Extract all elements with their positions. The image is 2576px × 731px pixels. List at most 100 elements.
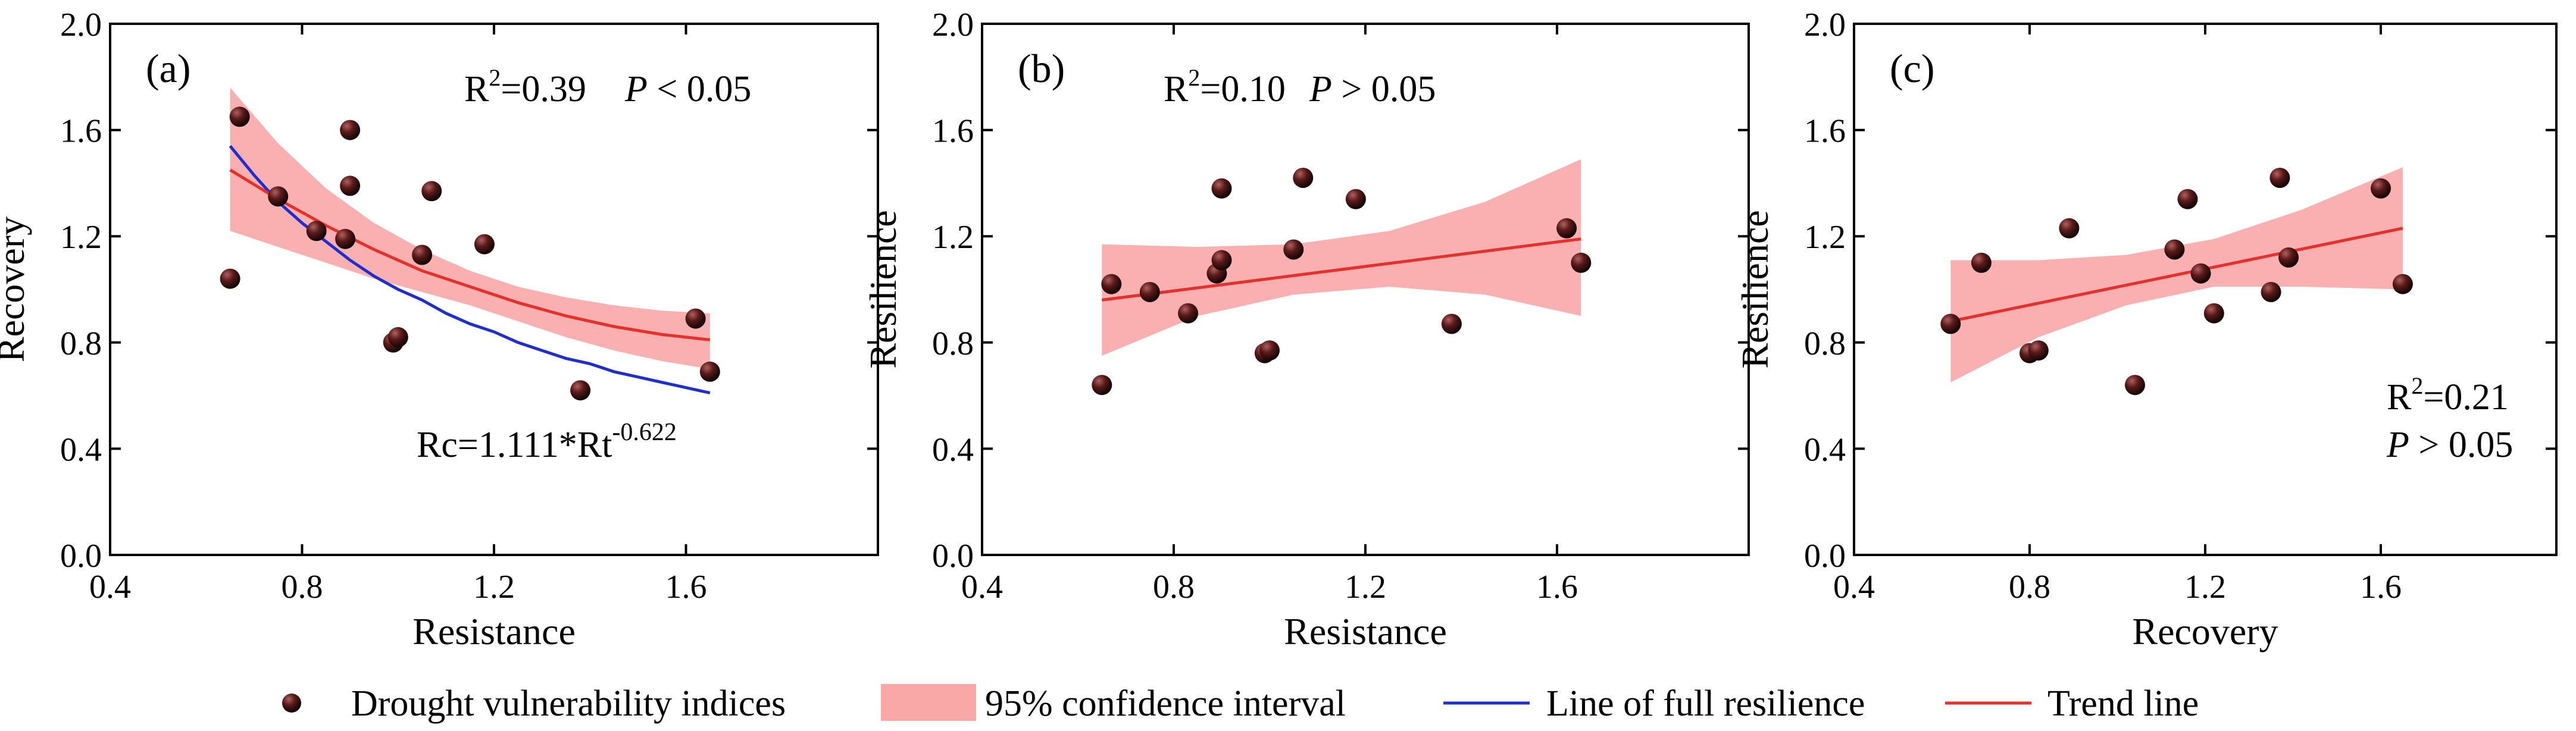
equation-annotation: Rc=1.111*Rt-0.622 [417, 419, 677, 465]
y-tick-label: 1.6 [1804, 113, 1846, 150]
panel-label: (b) [1018, 46, 1065, 91]
legend-label-markers: Drought vulnerability indices [351, 683, 786, 724]
y-tick-label: 0.0 [1804, 538, 1846, 575]
r-squared-annotation: R2=0.21 [2387, 372, 2509, 418]
y-axis-label: Resilience [862, 210, 904, 369]
panel-c: 0.4 0.8 1.2 1.60.00.40.81.21.62.0RecoveryRe… [1734, 7, 2558, 652]
data-point [1259, 340, 1280, 361]
legend: Drought vulnerability indices 95% confid… [282, 683, 2199, 724]
panel-a: 0.4 0.8 1.2 1.60.00.40.81.21.62.0Resistance… [0, 7, 879, 652]
x-tick-label: 1.2 [1345, 569, 1386, 605]
legend-label-full-resilience: Line of full resilience [1546, 683, 1865, 724]
trend-line [1101, 237, 1581, 302]
y-tick-label: 2.0 [1804, 7, 1846, 43]
y-tick-label: 1.2 [60, 219, 102, 256]
x-tick-label: 0.4 [89, 569, 131, 605]
y-tick-label: 2.0 [60, 7, 102, 43]
data-point [421, 181, 442, 202]
data-point [1345, 189, 1366, 209]
x-tick-label: 0.4 [961, 569, 1003, 605]
x-axis-label: Resistance [1284, 610, 1447, 652]
data-point [412, 244, 433, 265]
data-point [1971, 252, 1992, 273]
data-point [2278, 247, 2299, 268]
x-tick-label: 0.4 [1833, 569, 1875, 605]
y-tick-label: 0.4 [932, 431, 974, 468]
x-tick-label: 0.8 [282, 569, 323, 605]
y-tick-label: 0.8 [60, 325, 102, 362]
legend-band-swatch [881, 684, 976, 721]
data-point [699, 361, 720, 382]
data-point [1092, 375, 1112, 396]
data-point [1940, 313, 1961, 334]
y-tick-label: 0.8 [1804, 325, 1846, 362]
x-tick-label: 1.6 [665, 569, 707, 605]
data-point [685, 308, 706, 329]
panel-label: (c) [1890, 46, 1934, 91]
data-point [1293, 168, 1314, 188]
y-tick-label: 0.4 [60, 431, 102, 468]
confidence-band [230, 87, 710, 369]
p-value-annotation: P > 0.05 [1309, 69, 1436, 109]
panel-b: 0.4 0.8 1.2 1.60.00.40.81.21.62.0Resistance… [862, 7, 1750, 652]
data-point [1139, 282, 1160, 302]
p-value-annotation: P < 0.05 [624, 69, 751, 109]
data-point [2269, 168, 2290, 188]
x-axis-label: Recovery [2132, 610, 2278, 652]
data-point [1571, 252, 1592, 273]
data-point [2164, 239, 2185, 260]
data-point [340, 120, 361, 140]
x-tick-label: 0.8 [1153, 569, 1195, 605]
legend-label-trend: Trend line [2047, 683, 2199, 724]
data-point [340, 175, 361, 196]
data-point [2371, 178, 2391, 199]
y-tick-label: 0.8 [932, 325, 974, 362]
data-point [1178, 303, 1199, 324]
data-point [2177, 189, 2198, 209]
data-point [220, 268, 240, 289]
y-axis-label: Resilience [1734, 210, 1776, 369]
p-value-annotation: P > 0.05 [2386, 425, 2513, 465]
data-point [570, 380, 591, 401]
legend-label-band: 95% confidence interval [985, 683, 1346, 724]
data-point [2059, 218, 2080, 239]
data-point [387, 327, 408, 347]
r-squared-annotation: R2=0.39 [464, 64, 586, 109]
x-tick-label: 1.2 [473, 569, 515, 605]
trend-line [229, 168, 711, 341]
y-tick-label: 2.0 [932, 7, 974, 43]
y-tick-label: 0.0 [932, 538, 974, 575]
x-axis-label: Resistance [412, 610, 576, 652]
panel-label: (a) [146, 46, 190, 91]
data-point [474, 234, 495, 255]
y-tick-label: 0.4 [1804, 431, 1846, 468]
y-tick-label: 1.2 [1804, 219, 1846, 256]
data-point [1556, 218, 1577, 239]
x-tick-label: 1.2 [2184, 569, 2226, 605]
data-point [1101, 274, 1122, 294]
y-tick-label: 1.2 [932, 219, 974, 256]
y-tick-label: 1.6 [60, 113, 102, 150]
data-point [2203, 303, 2224, 324]
data-point [2028, 340, 2049, 361]
r-squared-annotation: R2=0.10 [1164, 64, 1286, 109]
data-point [2190, 263, 2211, 284]
data-point [335, 228, 356, 249]
data-point [1211, 250, 1232, 271]
y-tick-label: 1.6 [932, 113, 974, 150]
x-tick-label: 1.6 [1536, 569, 1578, 605]
data-point [1211, 178, 1232, 199]
x-tick-label: 1.6 [2360, 569, 2402, 605]
data-point [2392, 274, 2413, 294]
data-point [306, 221, 327, 241]
data-point [229, 106, 250, 127]
data-point [268, 186, 289, 207]
y-axis-label: Recovery [0, 217, 32, 362]
y-tick-label: 0.0 [60, 538, 102, 575]
data-point [2125, 375, 2145, 396]
data-point [1283, 239, 1304, 260]
trend-line [1950, 227, 2403, 323]
data-point [1441, 313, 1462, 334]
legend-marker-icon [282, 694, 301, 713]
